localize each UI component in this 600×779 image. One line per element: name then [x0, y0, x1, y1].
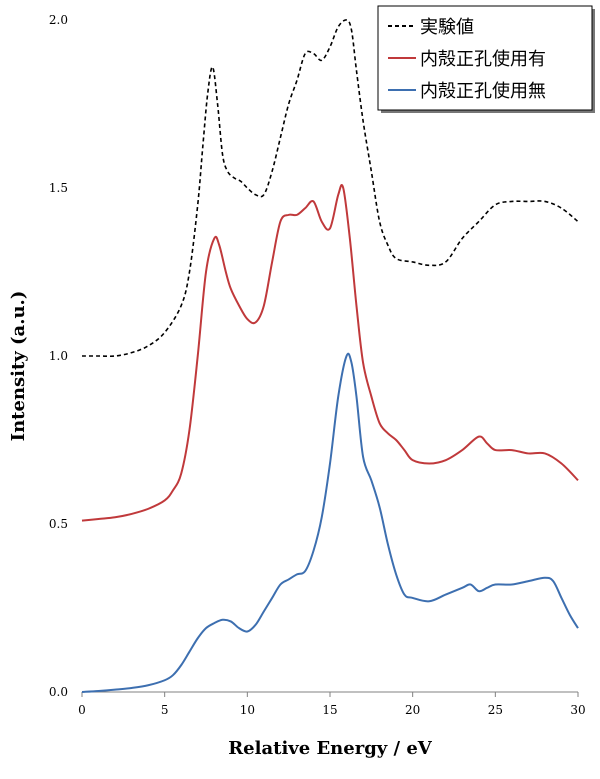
series-line-core-hole-without — [81, 352, 579, 693]
y-tick-label: 0.0 — [49, 685, 68, 699]
chart-axes: 0 5 10 15 20 25 30 0.0 0.5 1.0 1.5 2.0 — [49, 13, 586, 717]
x-tick-label: 20 — [405, 703, 420, 717]
x-tick-label: 10 — [240, 703, 255, 717]
x-tick-label: 0 — [78, 703, 86, 717]
legend-label: 内殻正孔使用無 — [420, 81, 546, 102]
series-line-experimental — [82, 19, 579, 358]
x-tick-label: 15 — [322, 703, 337, 717]
x-axis-title: Relative Energy / eV — [228, 738, 433, 759]
legend-label: 内殻正孔使用有 — [420, 49, 546, 70]
series-layer — [81, 19, 579, 693]
y-tick-label: 0.5 — [49, 517, 68, 531]
y-tick-label: 2.0 — [49, 13, 68, 27]
y-axis-title: Intensity (a.u.) — [8, 291, 29, 442]
y-tick-label: 1.5 — [49, 181, 68, 195]
x-tick-label: 25 — [488, 703, 503, 717]
y-tick-label: 1.0 — [49, 349, 68, 363]
x-tick-label: 30 — [570, 703, 585, 717]
x-tick-label: 5 — [161, 703, 169, 717]
legend-label: 実験値 — [420, 17, 474, 38]
series-line-core-hole-with — [81, 184, 579, 522]
